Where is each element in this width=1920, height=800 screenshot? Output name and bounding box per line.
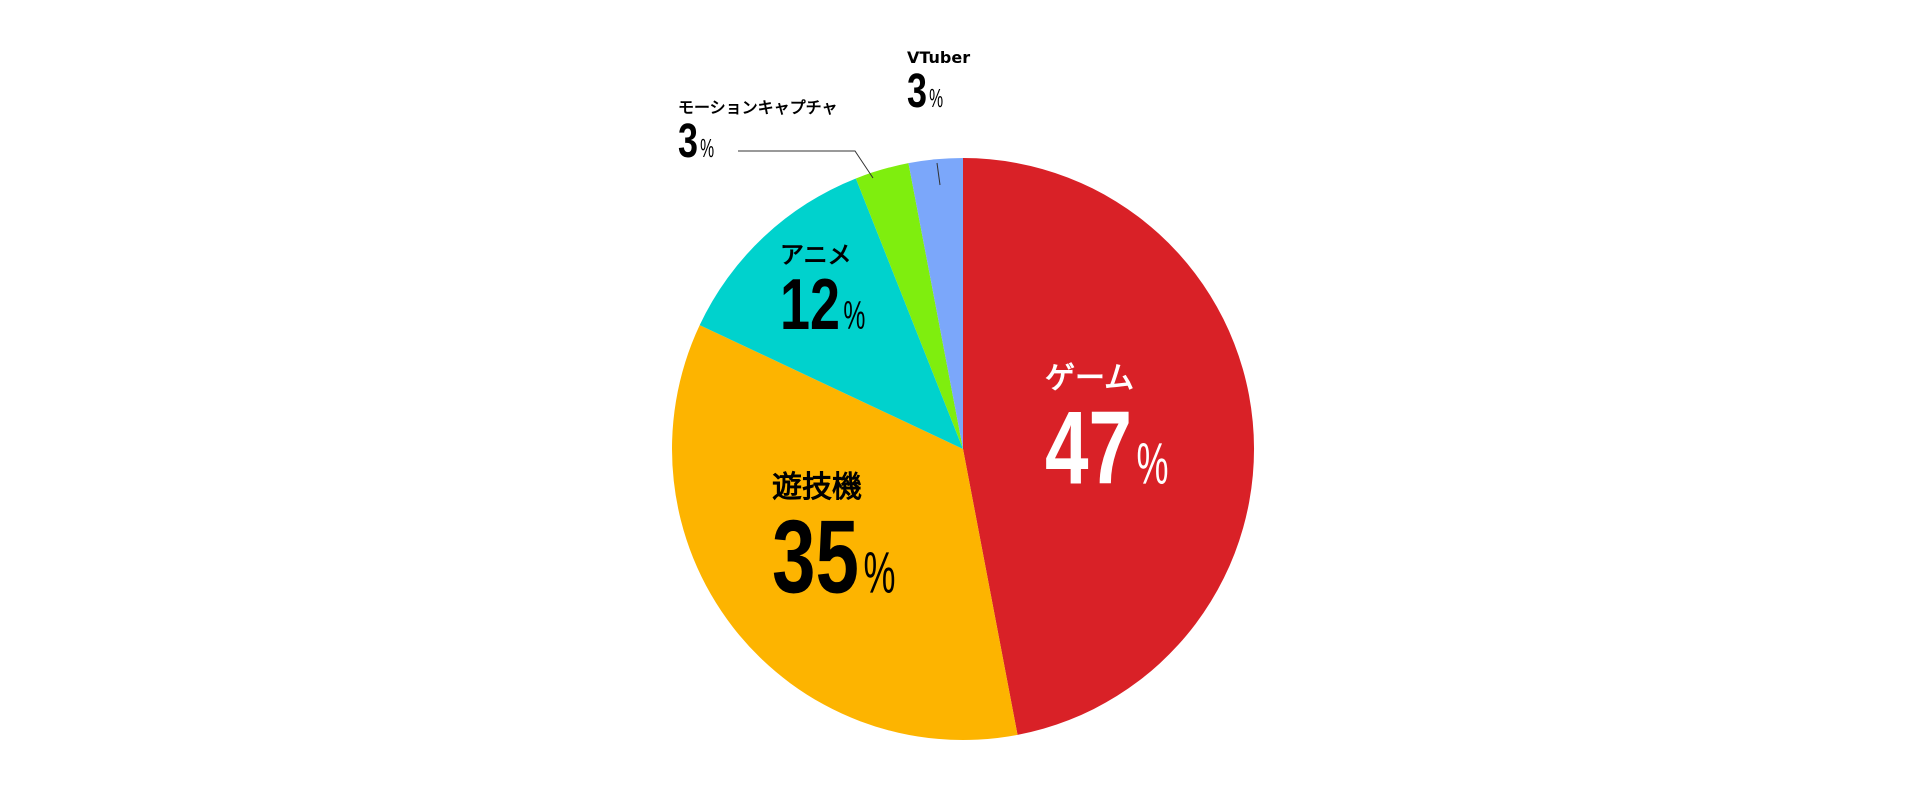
slice-4-leader-line (738, 150, 874, 179)
slice-4-name-label: モーションキャプチャ (678, 98, 838, 117)
slice-2-percent-sign: % (864, 541, 896, 606)
slice-4-percent-sign: % (700, 133, 714, 163)
slice-4-value-label: 3 (678, 115, 698, 168)
slice-5-value-label: 3 (907, 65, 927, 118)
slice-3-percent-sign: % (843, 294, 865, 338)
slice-3-wedge (699, 178, 963, 449)
slice-3-value-label: 12 (780, 265, 840, 345)
slice-3-name-label: アニメ (780, 241, 852, 269)
slice-2-wedge (672, 325, 1018, 741)
slice-5-percent-sign: % (929, 83, 943, 113)
slice-5-wedge (908, 158, 963, 449)
slice-1-name-label: ゲーム (1045, 361, 1134, 396)
leader-lines (738, 150, 941, 186)
slice-2-value-label: 35 (772, 500, 859, 616)
slice-5-leader-line (936, 162, 941, 186)
slice-1-value-label: 47 (1045, 391, 1132, 507)
slice-5-name-label: VTuber (907, 48, 970, 67)
slice-1-percent-sign: % (1137, 432, 1169, 497)
slice-4-wedge (855, 163, 963, 449)
slices-layer (672, 158, 1255, 741)
slice-2-name-label: 遊技機 (772, 470, 862, 505)
slice-1-wedge (963, 158, 1255, 735)
